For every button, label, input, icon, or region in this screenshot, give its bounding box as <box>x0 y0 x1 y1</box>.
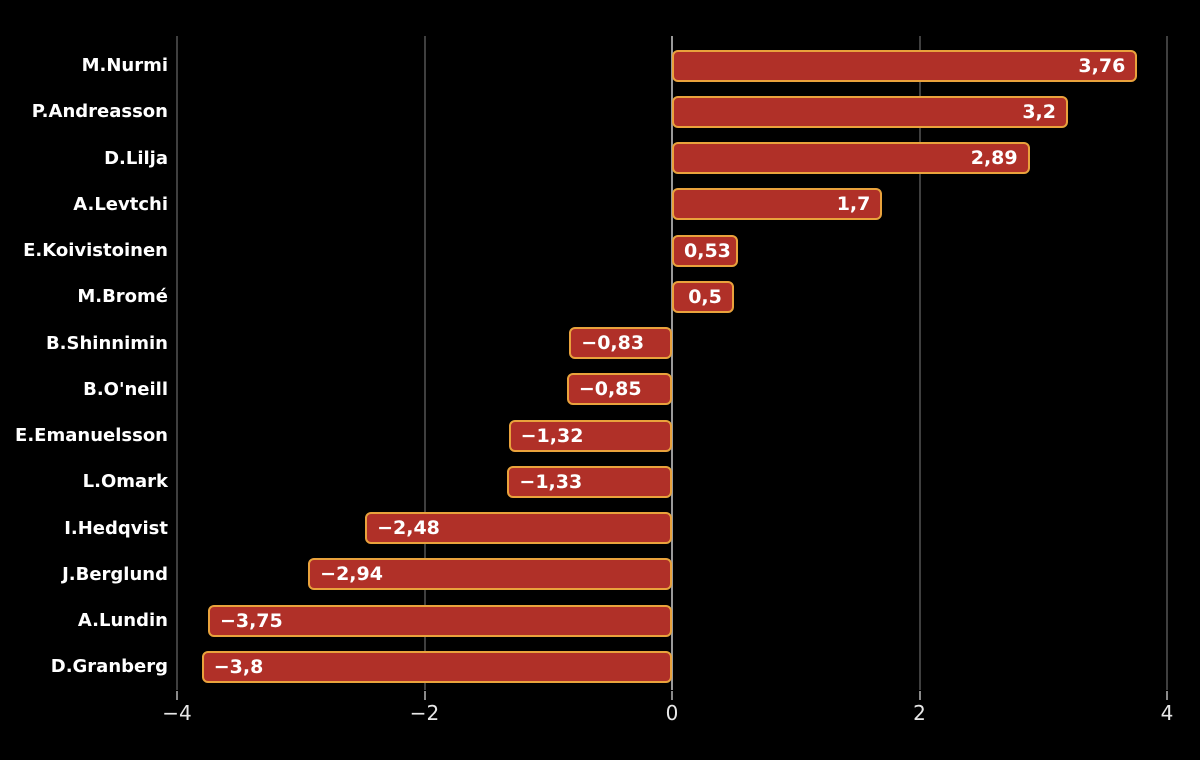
x-tick-label: −4 <box>162 701 192 725</box>
x-tick-label: −2 <box>409 701 440 725</box>
bar-value-label: −1,33 <box>519 470 583 493</box>
x-tick-mark <box>176 691 178 700</box>
category-label: I.Hedqvist <box>64 517 168 539</box>
x-tick-mark <box>1166 691 1168 700</box>
x-tick-mark <box>423 691 426 700</box>
bar: −1,32 <box>508 419 672 452</box>
category-label: D.Lilja <box>104 147 168 169</box>
category-label: E.Koivistoinen <box>23 240 168 262</box>
category-label: B.Shinnimin <box>45 332 168 354</box>
category-label: A.Lundin <box>77 610 168 632</box>
gridline-x--2 <box>423 36 426 690</box>
gridline-x-2 <box>918 36 921 690</box>
bar: −3,8 <box>201 650 672 683</box>
zero-axis-line <box>671 36 673 690</box>
x-tick-label: 4 <box>1160 701 1174 725</box>
bar-value-label: 0,53 <box>684 239 731 262</box>
bar-value-label: −2,48 <box>377 517 440 540</box>
bar-value-label: −1,32 <box>520 424 584 447</box>
x-tick-mark <box>918 691 921 700</box>
gridline-x--4 <box>176 36 178 690</box>
category-label: M.Bromé <box>77 286 168 308</box>
bar: −3,75 <box>207 604 672 637</box>
bar-value-label: −0,83 <box>581 332 645 355</box>
gridline-x-4 <box>1166 36 1168 690</box>
bar-value-label: 0,5 <box>688 285 722 308</box>
bar: −0,83 <box>569 327 672 360</box>
bar-value-label: 2,89 <box>970 147 1018 170</box>
category-label: M.Nurmi <box>81 55 168 77</box>
bar: 0,5 <box>672 280 734 313</box>
bar-value-label: −3,75 <box>219 609 283 632</box>
category-label: P.Andreasson <box>31 101 168 123</box>
x-tick-label: 0 <box>665 701 679 725</box>
bar-value-label: 3,2 <box>1022 100 1056 123</box>
bar-value-label: −3,8 <box>213 655 264 678</box>
bar: −0,85 <box>566 373 672 406</box>
bar: 2,89 <box>672 142 1030 175</box>
category-label: E.Emanuelsson <box>15 425 168 447</box>
bar: 0,53 <box>672 234 738 267</box>
category-label: D.Granberg <box>50 656 168 678</box>
bar-value-label: −0,85 <box>578 378 642 401</box>
bar: −2,48 <box>365 512 672 545</box>
category-label: L.Omark <box>82 471 168 493</box>
category-label: J.Berglund <box>62 563 168 585</box>
bar-value-label: −2,94 <box>320 563 383 586</box>
category-label: B.O'neill <box>83 378 168 400</box>
bar: 1,7 <box>672 188 883 221</box>
bar-value-label: 3,76 <box>1078 54 1126 77</box>
bar: −2,94 <box>308 558 672 591</box>
bar: −1,33 <box>507 465 672 498</box>
x-tick-mark <box>671 691 673 700</box>
bar: 3,76 <box>672 49 1138 82</box>
category-label: A.Levtchi <box>73 193 168 215</box>
bar-value-label: 1,7 <box>836 193 871 216</box>
x-tick-label: 2 <box>913 701 926 725</box>
bar: 3,2 <box>672 95 1068 128</box>
